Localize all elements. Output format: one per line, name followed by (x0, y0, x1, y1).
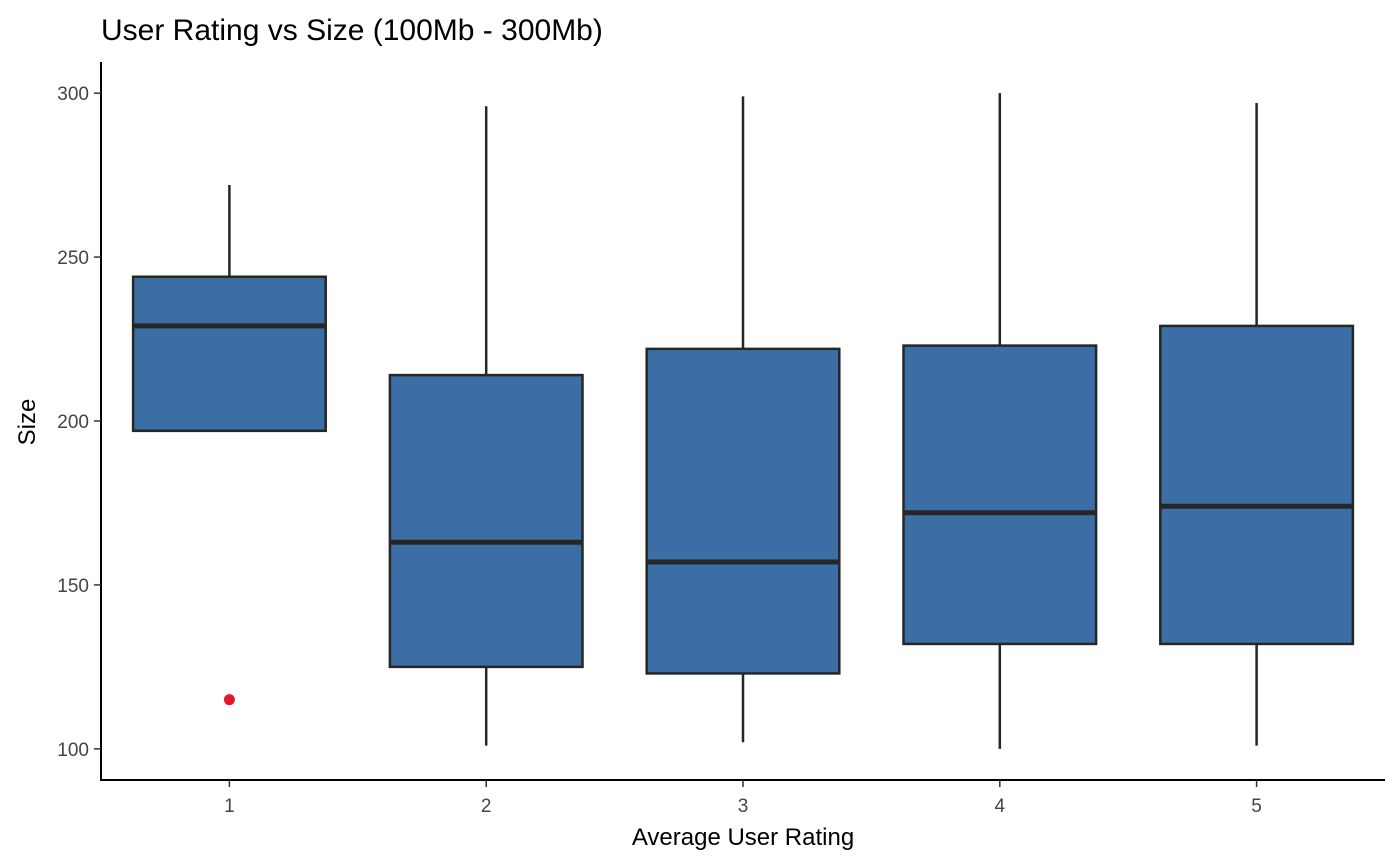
box-group-3 (645, 96, 841, 743)
box-rating-4 (902, 344, 1098, 646)
x-axis-title: Average User Rating (632, 824, 854, 851)
x-tick-label: 3 (738, 796, 749, 817)
y-tick-label: 200 (57, 412, 89, 433)
box-group-1 (131, 184, 327, 706)
y-axis-title: Size (14, 399, 41, 446)
y-tick-label: 100 (57, 740, 89, 761)
plot-area (131, 93, 1355, 749)
y-tick-label: 300 (57, 84, 89, 105)
outlier-point (223, 694, 235, 706)
x-tick-label: 1 (224, 796, 235, 817)
x-tick-label: 5 (1251, 796, 1262, 817)
box-group-5 (1159, 102, 1355, 746)
box-group-4 (902, 93, 1098, 749)
chart-title: User Rating vs Size (100Mb - 300Mb) (101, 14, 603, 47)
box-group-2 (388, 106, 584, 746)
x-axis-ticks: 1 2 3 4 5 (224, 780, 1262, 817)
y-tick-label: 150 (57, 576, 89, 597)
y-tick-label: 250 (57, 248, 89, 269)
box-rating-1 (131, 275, 327, 433)
x-tick-label: 2 (481, 796, 492, 817)
box-rating-3 (645, 347, 841, 675)
box-rating-5 (1159, 324, 1355, 646)
box-rating-2 (388, 373, 584, 669)
y-axis-ticks: 100 150 200 250 300 (57, 84, 101, 761)
x-tick-label: 4 (995, 796, 1006, 817)
